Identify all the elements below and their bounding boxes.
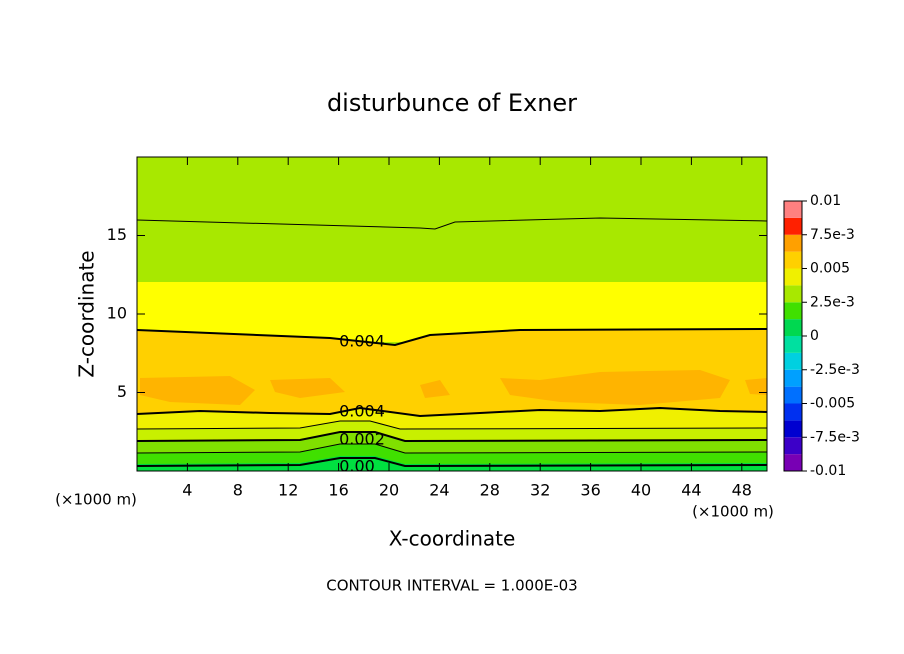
colorbar-segment <box>784 268 802 286</box>
x-tick-label: 36 <box>580 481 600 500</box>
x-unit-label: (×1000 m) <box>692 503 774 521</box>
colorbar-segment <box>784 319 802 336</box>
y-tick-label: 5 <box>117 382 127 401</box>
x-tick-label: 8 <box>233 481 243 500</box>
contour-label: 0.004 <box>339 402 385 421</box>
x-tick-label: 20 <box>379 481 399 500</box>
contour-label: 0.00 <box>339 457 375 476</box>
x-tick-label: 44 <box>681 481 701 500</box>
y-tick-label: 10 <box>107 304 127 323</box>
colorbar-segment <box>784 302 802 320</box>
colorbar-segment <box>784 369 802 387</box>
footer: CONTOUR INTERVAL = 1.000E-03 <box>326 577 577 595</box>
contour-label: 0.002 <box>339 430 385 449</box>
y-axis-title: Z-coordinate <box>75 250 99 377</box>
filled-contours <box>137 157 767 471</box>
x-tick-label: 24 <box>429 481 449 500</box>
colorbar-segment <box>784 403 802 421</box>
contour-label: 0.004 <box>339 332 385 351</box>
x-tick-label: 40 <box>631 481 651 500</box>
x-tick-label: 12 <box>278 481 298 500</box>
colorbar-tick-label: 7.5e-3 <box>810 227 855 243</box>
colorbar-segment <box>784 217 802 235</box>
colorbar-segment <box>784 336 802 353</box>
x-unit-label: (×1000 m) <box>55 491 137 509</box>
colorbar-tick-label: 0.005 <box>810 261 850 277</box>
colorbar-tick-label: -2.5e-3 <box>810 362 860 378</box>
x-tick-label: 28 <box>480 481 500 500</box>
colorbar-segment <box>784 420 802 438</box>
x-tick-label: 32 <box>530 481 550 500</box>
x-tick-label: 48 <box>732 481 752 500</box>
chart-title: disturbunce of Exner <box>327 89 577 117</box>
colorbar-segment <box>784 234 802 252</box>
colorbar-segment <box>784 454 802 471</box>
colorbar-segment <box>784 437 802 455</box>
colorbar-tick-label: 0 <box>810 328 819 344</box>
x-tick-label: 16 <box>328 481 348 500</box>
colorbar-tick-label: -7.5e-3 <box>810 429 860 445</box>
colorbar-segment <box>784 352 802 370</box>
x-tick-label: 4 <box>182 481 192 500</box>
colorbar-tick-label: -0.01 <box>810 463 846 479</box>
colorbar-tick-label: 0.01 <box>810 193 841 209</box>
y-tick-label: 15 <box>107 225 127 244</box>
colorbar-segment <box>784 251 802 269</box>
colorbar-segment <box>784 201 802 218</box>
colorbar-segment <box>784 386 802 404</box>
x-axis-title: X-coordinate <box>389 527 516 551</box>
colorbar-segment <box>784 285 802 303</box>
colorbar-tick-label: -0.005 <box>810 396 855 412</box>
colorbar-tick-label: 2.5e-3 <box>810 294 855 310</box>
